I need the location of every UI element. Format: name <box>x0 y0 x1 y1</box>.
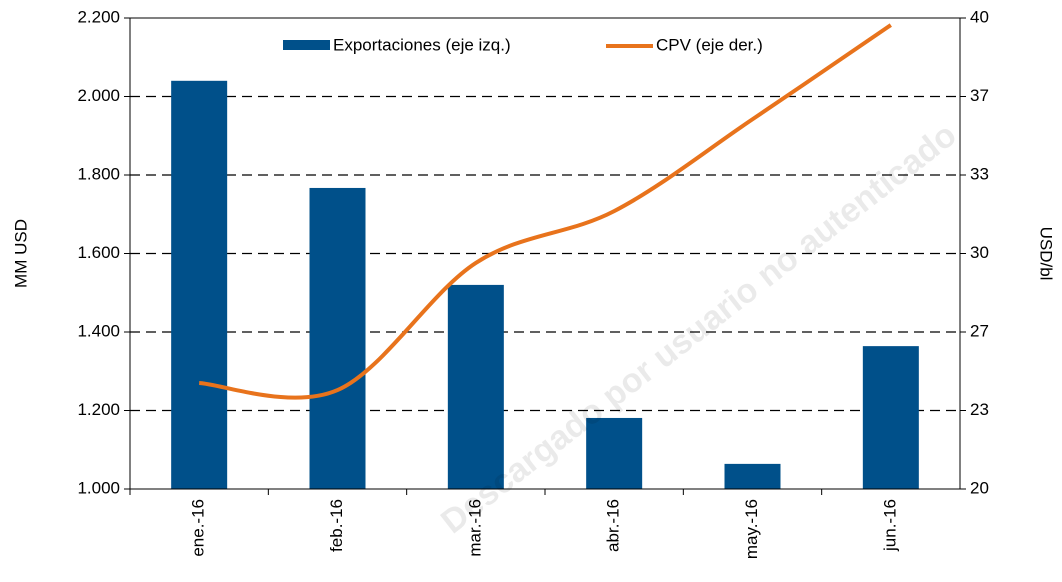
y-tick-label: 1.600 <box>77 243 120 262</box>
y2-tick-label: 23 <box>970 400 989 419</box>
y-axis-label: MM USD <box>11 219 30 288</box>
legend-label: CPV (eje der.) <box>656 35 763 54</box>
y-tick-label: 1.400 <box>77 321 120 340</box>
x-tick-label: ene.-16 <box>189 499 208 557</box>
bar <box>862 346 919 489</box>
x-tick-label: feb.-16 <box>327 499 346 552</box>
y2-tick-label: 30 <box>970 243 989 262</box>
bar <box>171 80 228 490</box>
y2-tick-label: 20 <box>970 478 989 497</box>
y2-tick-label: 27 <box>970 321 989 340</box>
y2-axis-label: USD/bl <box>1037 227 1056 281</box>
y2-tick-label: 33 <box>970 164 989 183</box>
x-tick-label: jun.-16 <box>880 499 899 552</box>
bar <box>309 187 366 489</box>
legend-swatch <box>283 40 330 50</box>
bar <box>586 417 643 489</box>
y-tick-label: 2.000 <box>77 86 120 105</box>
y2-tick-label: 37 <box>970 86 989 105</box>
y-tick-label: 1.000 <box>77 478 120 497</box>
y-tick-label: 2.200 <box>77 7 120 26</box>
x-tick-label: abr.-16 <box>604 499 623 552</box>
x-tick-label: mar.-16 <box>465 499 484 557</box>
bar <box>724 463 781 489</box>
legend-label: Exportaciones (eje izq.) <box>333 35 511 54</box>
line <box>199 23 892 400</box>
y-tick-label: 1.200 <box>77 400 120 419</box>
bar <box>447 284 504 489</box>
y2-tick-label: 40 <box>970 7 989 26</box>
x-tick-label: may.-16 <box>742 499 761 559</box>
y-tick-label: 1.800 <box>77 164 120 183</box>
